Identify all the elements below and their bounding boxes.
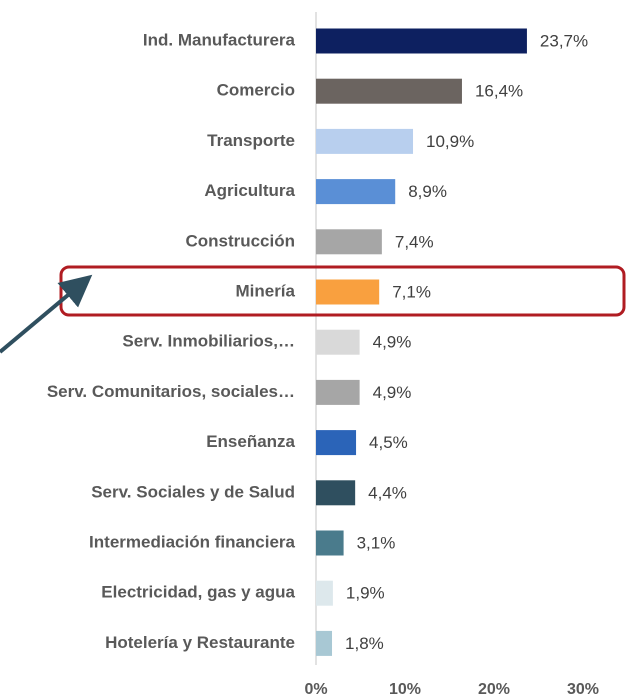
category-label: Serv. Inmobiliarios,…	[122, 332, 295, 351]
value-label: 4,5%	[369, 433, 408, 452]
category-label: Serv. Sociales y de Salud	[91, 482, 295, 501]
category-label: Hotelería y Restaurante	[105, 633, 295, 652]
bar	[316, 279, 380, 305]
bar	[316, 179, 396, 205]
value-label: 16,4%	[475, 82, 523, 101]
value-label: 8,9%	[408, 182, 447, 201]
bar	[316, 430, 357, 456]
value-label: 23,7%	[540, 31, 588, 50]
bar	[316, 480, 356, 506]
x-tick-label: 0%	[304, 681, 327, 698]
value-label: 4,9%	[373, 333, 412, 352]
value-label: 1,9%	[346, 584, 385, 603]
bar	[316, 530, 344, 556]
category-label: Enseñanza	[206, 432, 295, 451]
bar	[316, 229, 382, 255]
category-label: Electricidad, gas y agua	[101, 583, 295, 602]
value-label: 3,1%	[357, 533, 396, 552]
x-tick-label: 20%	[478, 681, 510, 698]
value-label: 1,8%	[345, 634, 384, 653]
bar	[316, 128, 414, 154]
bar	[316, 28, 527, 54]
arrow	[0, 274, 93, 354]
category-label: Agricultura	[204, 181, 295, 200]
bar	[316, 379, 360, 405]
bar	[316, 329, 360, 355]
category-label: Minería	[235, 281, 295, 300]
bar	[316, 630, 333, 656]
value-label: 7,1%	[392, 282, 431, 301]
category-label: Serv. Comunitarios, sociales…	[47, 382, 295, 401]
bar	[316, 78, 462, 104]
value-label: 10,9%	[426, 132, 474, 151]
category-label: Construcción	[185, 231, 295, 250]
category-label: Transporte	[207, 131, 295, 150]
value-label: 4,9%	[373, 383, 412, 402]
category-label: Ind. Manufacturera	[143, 30, 296, 49]
category-label: Intermediación financiera	[89, 532, 295, 551]
category-label: Comercio	[217, 81, 295, 100]
value-label: 4,4%	[368, 483, 407, 502]
x-tick-label: 30%	[567, 681, 599, 698]
x-tick-label: 10%	[389, 681, 421, 698]
bar	[316, 580, 333, 606]
value-label: 7,4%	[395, 232, 434, 251]
